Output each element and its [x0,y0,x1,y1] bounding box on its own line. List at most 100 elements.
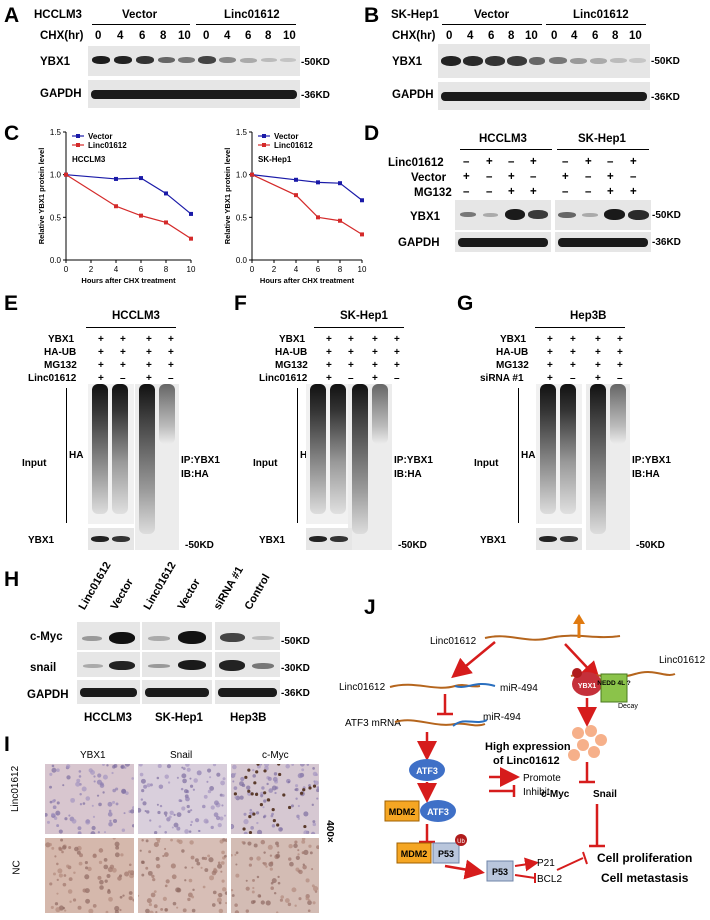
data-point [250,172,254,177]
kd-marker: -50KD [636,540,665,551]
column-label: Snail [170,750,193,761]
ihc-image [231,764,319,834]
treatment-sign: + [508,171,515,183]
panel-letter-f: F [234,292,247,315]
treatment-sign: – [570,373,576,384]
data-point [316,215,320,220]
gapdh-blot [438,82,650,110]
column-label: siRNA #1 [211,564,246,612]
data-point [139,213,143,218]
ihc-image [231,838,319,913]
y-tick-label: 0.5 [236,213,248,222]
treatment-sign: + [547,334,553,345]
treatment-sign: + [348,360,354,371]
kd-marker: -50KD [281,636,310,647]
svg-text:Linc01612: Linc01612 [339,682,386,693]
chart-title: SK-Hep1 [258,155,292,164]
svg-text:MDM2: MDM2 [401,849,428,859]
time-label: 4 [571,30,578,42]
svg-text:MDM2: MDM2 [389,807,416,817]
input-ha-blot [306,384,352,524]
column-label: c-Myc [262,750,289,761]
data-point [338,181,342,186]
treatment-sign: + [630,186,637,198]
gapdh-row-label: GAPDH [40,88,82,100]
treatment-sign: + [508,186,515,198]
gapdh-blot [455,232,551,252]
time-label: 10 [525,30,538,42]
legend-marker [76,134,80,138]
row-label: Linc01612 [28,373,77,384]
data-point [189,211,193,216]
treatment-sign: + [326,347,332,358]
kd-marker: -36KD [281,688,310,699]
treatment-sign: + [98,347,104,358]
treatment-sign: + [570,334,576,345]
time-label: 10 [629,30,642,42]
x-tick-label: 6 [316,265,321,274]
treatment-sign: – [617,373,623,384]
svg-text:ATF3: ATF3 [416,766,438,776]
svg-text:of Linc01612: of Linc01612 [493,755,560,767]
svg-text:Inhibit: Inhibit [523,787,550,798]
row-label: HA-UB [275,347,308,358]
svg-text:Linc01612: Linc01612 [659,655,706,666]
x-axis-label: Hours after CHX treatment [260,276,355,285]
cell-line-label: SK-Hep1 [155,712,203,724]
treatment-sign: + [547,373,553,384]
series-line [65,174,192,240]
svg-text:c-Myc: c-Myc [541,789,570,800]
y-tick-label: 1.5 [236,128,248,137]
kd-marker: -50KD [652,210,681,221]
time-label: 8 [612,30,619,42]
data-point [164,191,168,196]
treatment-sign: + [120,347,126,358]
row-label: MG132 [496,360,529,371]
column-label: Vector [175,576,203,612]
legend-label: Linc01612 [88,141,127,150]
treatment-sign: + [486,156,493,168]
row-label: YBX1 [48,334,75,345]
row-label: YBX1 [279,334,306,345]
cell-line-label: HCCLM3 [34,9,82,21]
treatment-sign: + [146,360,152,371]
treatment-sign: + [617,347,623,358]
cell-line-label: HCCLM3 [84,712,132,724]
chart-title: HCCLM3 [72,155,106,164]
treatment-sign: + [562,171,569,183]
column-label: Linc01612 [141,559,179,612]
data-point [294,177,298,182]
time-label: 4 [467,30,474,42]
time-label: 0 [551,30,558,42]
ybx1-row-label: YBX1 [259,535,286,546]
treatment-sign: + [372,347,378,358]
input-ybx1-blot [306,528,352,550]
svg-text:Cell proliferation: Cell proliferation [597,851,692,865]
series-line [251,174,363,201]
treatment-sign: + [326,334,332,345]
svg-text:Snail: Snail [593,789,617,800]
treatment-sign: – [562,186,569,198]
cell-line-label: Hep3B [570,310,607,322]
treatment-sign: – [585,171,592,183]
treatment-sign: + [595,347,601,358]
x-tick-label: 8 [164,265,169,274]
treatment-sign: – [463,186,470,198]
legend-marker [262,143,266,147]
data-point [189,236,193,241]
kd-marker: -36KD [651,92,680,103]
mechanism-schematic: Linc01612 Linc01612 miR-494 ATF3 mRNA mi… [339,614,706,885]
time-label: 6 [488,30,495,42]
treatment-sign: + [146,373,152,384]
x-tick-label: 2 [89,265,94,274]
panel-letter-j: J [364,596,376,619]
treatment-sign: + [348,334,354,345]
y-tick-label: 1.0 [50,171,62,180]
y-tick-label: 0.0 [50,256,62,265]
treatment-sign: + [98,360,104,371]
time-label: 4 [224,30,231,42]
row-label: Vector [411,172,447,184]
gapdh-row-label: GAPDH [398,237,440,249]
treatment-sign: – [168,373,174,384]
